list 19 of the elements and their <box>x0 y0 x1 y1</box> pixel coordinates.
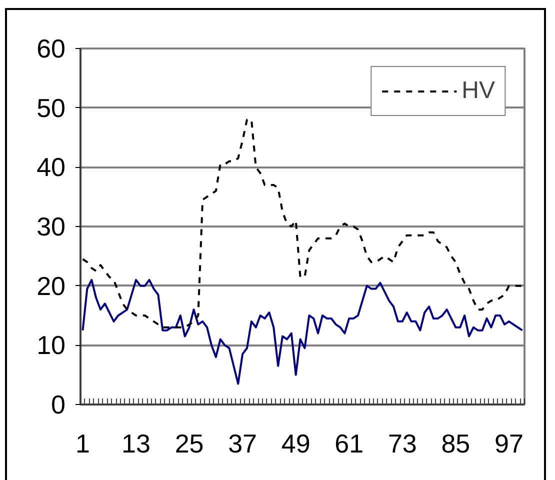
y-tick-label: 0 <box>51 390 66 420</box>
x-tick-label: 61 <box>334 428 364 458</box>
x-tick-label: 97 <box>494 428 524 458</box>
y-tick-label: 60 <box>36 34 66 64</box>
x-tick-label: 85 <box>441 428 470 458</box>
y-tick-label: 50 <box>36 92 66 123</box>
x-tick-label: 37 <box>228 428 258 458</box>
y-tick-label: 10 <box>36 330 66 360</box>
y-tick-label: 20 <box>36 270 66 301</box>
x-tick-label: 73 <box>388 428 417 458</box>
x-tick-label: 25 <box>174 428 204 458</box>
y-tick-label: 30 <box>36 212 66 242</box>
line-series <box>82 118 524 328</box>
x-tick-label: 1 <box>75 428 90 458</box>
legend-label: HV <box>462 77 495 105</box>
x-tick-label: 49 <box>281 428 310 458</box>
line-series <box>82 278 524 385</box>
x-tick-label: 13 <box>122 428 150 458</box>
y-tick-label: 40 <box>36 152 66 182</box>
